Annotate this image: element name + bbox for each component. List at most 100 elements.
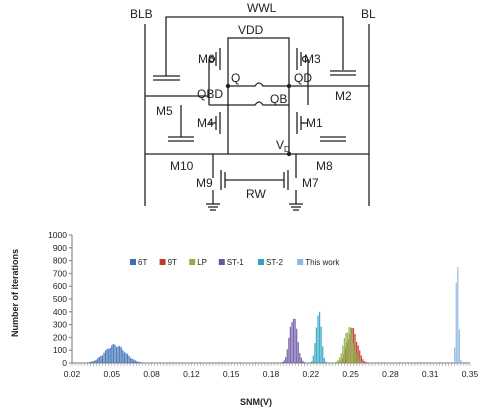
histogram-bar [131,358,133,363]
histogram-bar [299,352,301,363]
histogram-bar [457,267,459,363]
transistor-m6 [208,48,229,105]
vd-net [227,134,290,155]
x-tick-label: 0.22 [303,369,320,379]
histogram-bar [296,328,298,363]
histogram-legend: 6T 9T LP ST-1 ST-2 This work [130,258,340,267]
m6-label: M6 [198,52,215,66]
histogram-bar [340,353,342,363]
vdd-rail [227,37,290,48]
histogram-bar [134,360,136,363]
histogram-bar [357,345,359,363]
snm-histogram: 0 100 200 300 400 500 600 700 800 900 1000 0.02 0.05… [10,230,479,407]
histogram-bar [455,282,457,363]
histogram-bar [294,318,296,363]
x-tick-label: 0.02 [64,369,81,379]
series-st-2 [311,311,327,363]
transistor-m10 [145,105,228,155]
histogram-bar [292,318,295,363]
legend-label: This work [305,258,340,267]
histogram-bar [95,359,97,363]
histogram-bar [101,355,104,363]
transistor-m5 [145,70,208,97]
histogram-bar [108,348,110,363]
histogram-bar [93,360,96,363]
transistor-m8 [289,136,369,155]
histogram-bar [458,329,461,363]
histogram-bar [302,360,304,363]
histogram-bar [354,349,356,363]
histogram-bar [323,357,325,363]
histogram-bar [111,345,113,363]
histogram-bar [125,352,127,363]
rw-label: RW [246,187,266,201]
histogram-bar [103,352,105,363]
legend-swatch [258,259,264,265]
m10-label: M10 [170,159,194,173]
m1-label: M1 [306,116,323,130]
transistor-m3 [288,48,309,105]
y-tick-label: 200 [53,332,67,342]
m8-label: M8 [316,159,333,173]
x-tick-label: 0.31 [422,369,439,379]
y-tick-label: 1000 [48,230,67,240]
legend-swatch [159,259,166,265]
x-tick-label: 0.25 [342,369,359,379]
histogram-bar [355,341,358,363]
x-axis-title: SNM(V) [240,397,272,407]
histogram-bar [317,315,319,363]
histogram-bar [136,361,138,363]
histogram-bar [89,362,91,363]
histogram-bar [100,355,102,363]
m2-label: M2 [335,89,352,103]
transistor-m1 [288,112,308,134]
series-6t [86,344,144,363]
y-tick-label: 0 [62,358,67,368]
blb-label: BLB [130,7,153,21]
histogram-bar [318,311,321,363]
y-tick-label: 400 [53,307,67,317]
transistor-m7 [283,154,303,211]
histogram-bar [460,360,462,363]
cross-wire-qb [209,101,289,106]
histogram-bar [140,362,143,363]
histogram-bar [115,347,118,363]
transistor-m9 [206,154,226,211]
wwl-label: WWL [247,1,277,15]
histogram-bar [289,326,292,363]
histogram-bar [126,354,129,363]
legend-label: LP [197,258,207,267]
m5-label: M5 [156,104,173,118]
series-this-work [452,267,462,363]
histogram-bars [86,267,462,363]
histogram-bar [133,359,135,363]
histogram-bar [300,357,303,363]
histogram-bar [345,333,347,363]
histogram-bar [122,350,124,363]
histogram-bar [351,333,353,363]
y-tick-label: 900 [53,243,67,253]
y-tick-label: 500 [53,294,67,304]
histogram-bar [312,355,314,363]
x-tick-label: 0.12 [183,369,200,379]
histogram-bar [87,362,89,363]
transistor-m2 [308,70,369,87]
m7-label: M7 [302,176,319,190]
y-tick-label: 600 [53,281,67,291]
histogram-bar [137,361,140,363]
histogram-bar [123,352,126,363]
histogram-bar [337,359,339,363]
histogram-bar [365,362,367,363]
histogram-bar [285,357,287,363]
qb-label: QB [270,92,287,106]
histogram-bar [334,362,336,363]
wwl-line [165,16,344,70]
legend-swatch [189,259,196,265]
histogram-bar [454,347,456,363]
x-tick-label: 0.28 [382,369,399,379]
histogram-bar [283,360,285,363]
histogram-bar [342,345,344,363]
histogram-bar [314,343,316,363]
histogram-bar [303,362,306,363]
histogram-bar [128,355,130,363]
